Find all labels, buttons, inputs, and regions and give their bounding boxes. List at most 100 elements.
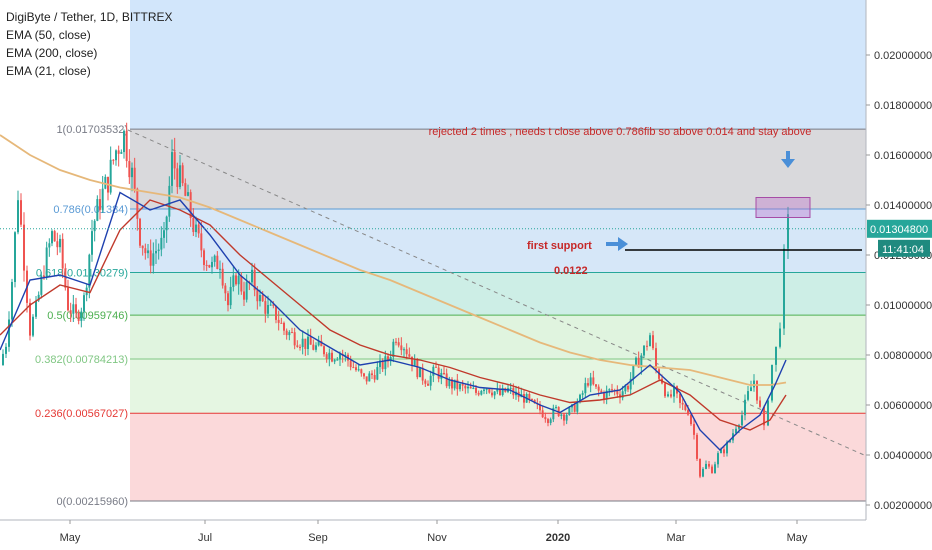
candle-body (339, 353, 341, 360)
candle-body (655, 348, 657, 370)
candle-body (371, 373, 373, 376)
candle-body (437, 367, 440, 379)
candle-body (477, 392, 480, 395)
x-axis-panel (0, 520, 932, 550)
candle-body (112, 159, 115, 161)
candle-body (445, 373, 448, 387)
candle-body (421, 367, 424, 381)
candle-body (443, 372, 445, 374)
candle-body (216, 255, 219, 269)
candle-body (693, 424, 695, 435)
candle-body (472, 387, 475, 389)
candle-body (72, 304, 75, 314)
candle-body (187, 192, 189, 196)
candle-body (397, 342, 400, 346)
candle-body (133, 167, 136, 189)
candle-body (435, 366, 437, 368)
note-support-value: 0.0122 (554, 265, 588, 277)
fib-label-0.618: 0.618(0.01130279) (36, 268, 128, 280)
candle-body (208, 265, 211, 268)
candle-body (605, 390, 608, 400)
candle-body (411, 356, 413, 366)
candle-body (355, 367, 357, 371)
ema21-line (0, 191, 787, 451)
candle-body (352, 367, 355, 369)
price-tag (867, 219, 932, 238)
x-tick-label: May (60, 532, 81, 544)
candle-body (144, 248, 147, 254)
candle-body (528, 394, 531, 400)
candle-body (485, 388, 488, 390)
x-tick-label: Mar (667, 532, 686, 544)
candle-body (80, 311, 83, 321)
candle-body (61, 238, 64, 269)
candle-body (376, 367, 379, 380)
candle-body (741, 415, 743, 426)
candle-body (37, 294, 40, 301)
candle-body (149, 250, 152, 266)
candle-body (563, 414, 565, 421)
candle-body (109, 159, 112, 193)
candle-body (649, 335, 651, 347)
candle-body (459, 384, 461, 390)
candle-body (499, 388, 501, 395)
candle-body (720, 449, 722, 454)
candle-body (152, 253, 155, 266)
y-tick-label: 0.02000000 (874, 50, 932, 62)
candle-body (611, 389, 613, 391)
y-tick-label: 0.00800000 (874, 350, 932, 362)
candle-body (157, 249, 160, 252)
candle-body (629, 378, 632, 390)
candle-body (77, 312, 80, 321)
candle-body (400, 345, 403, 351)
candle-body (5, 346, 7, 354)
candle-body (304, 338, 307, 349)
candle-body (293, 332, 296, 346)
candle-body (753, 380, 755, 388)
candle-body (35, 300, 37, 317)
candle-body (59, 238, 61, 248)
candle-body (670, 394, 672, 397)
candle-body (203, 250, 205, 265)
candle-body (395, 341, 397, 343)
candle-body (64, 268, 67, 288)
candle-body (416, 359, 419, 378)
candle-body (171, 152, 173, 186)
candle-body (253, 269, 256, 291)
candle-body (75, 304, 77, 313)
candle-body (320, 340, 323, 347)
candle-body (387, 356, 389, 362)
candle-body (189, 192, 192, 219)
candle-body (667, 394, 669, 397)
candle-body (664, 383, 666, 397)
candle-body (259, 295, 261, 302)
x-tick-label: Jul (198, 532, 212, 544)
candle-body (67, 287, 69, 311)
candle-body (714, 464, 716, 474)
candle-body (317, 340, 320, 346)
candle-body (627, 385, 629, 390)
y-tick-label: 0.01800000 (874, 100, 932, 112)
candle-body (453, 379, 456, 389)
candle-body (673, 386, 675, 397)
candle-body (40, 275, 43, 295)
trendline (127, 129, 932, 486)
fib-label-0.5: 0.5(0.00959746) (47, 310, 128, 322)
candle-body (299, 346, 301, 348)
candle-body (381, 360, 384, 370)
candle-body (643, 345, 645, 356)
fib-band-0.5 (130, 315, 866, 359)
candle-body (747, 391, 749, 400)
candle-body (451, 379, 453, 389)
candle-body (32, 316, 34, 336)
candle-body (328, 352, 331, 359)
candle-body (600, 390, 603, 393)
candle-body (469, 386, 472, 389)
candle-body (544, 417, 547, 420)
candle-body (301, 338, 304, 348)
fib-label-0.786: 0.786(0.01384) (53, 204, 128, 216)
fib-band-1 (130, 129, 866, 209)
candle-body (205, 264, 208, 266)
note-first-support: first support (527, 240, 592, 252)
